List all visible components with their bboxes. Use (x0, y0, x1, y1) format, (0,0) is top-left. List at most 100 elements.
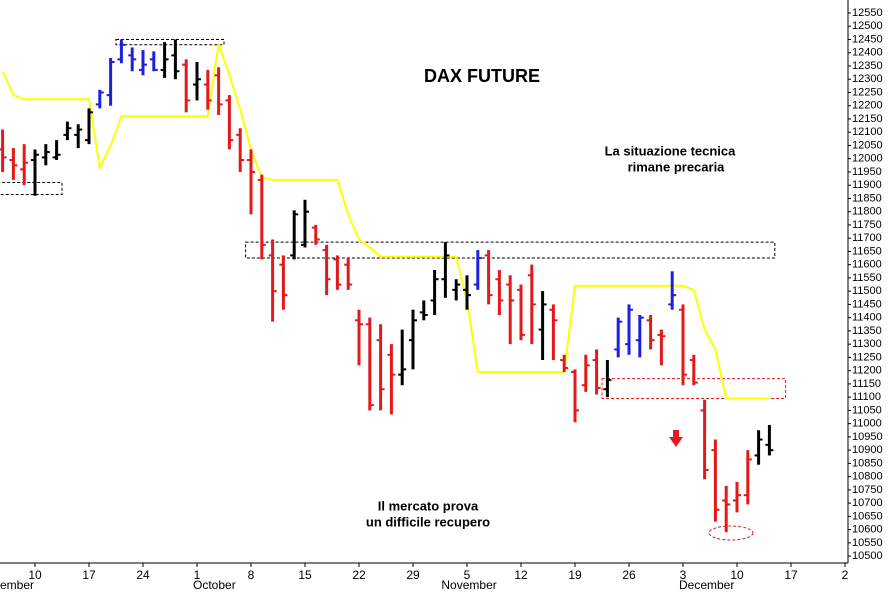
ohlc-bar (689, 354, 698, 386)
low-highlight (708, 525, 754, 541)
y-tick-label: 12250 (852, 86, 883, 98)
x-tick-label: 2 (842, 568, 849, 582)
y-tick-label: 10550 (852, 537, 883, 549)
y-tick-label: 10700 (852, 497, 883, 509)
ohlc-bar (290, 210, 299, 260)
level-zone (245, 241, 776, 259)
y-tick-label: 12500 (852, 20, 883, 32)
x-tick-label: 12 (514, 568, 528, 582)
chart-title: DAX FUTURE (424, 66, 540, 86)
ohlc-bar (419, 300, 428, 321)
ohlc-bar (538, 291, 547, 361)
ohlc-bar (311, 224, 320, 245)
ohlc-bar (149, 51, 158, 72)
ohlc-bar (635, 315, 644, 358)
y-tick-label: 10500 (852, 550, 883, 562)
x-tick-label: 17 (82, 568, 96, 582)
ohlc-bar (603, 360, 612, 398)
ohlc-bar (527, 264, 536, 345)
ohlc-bar (85, 108, 93, 145)
annotation: un difficile recupero (366, 514, 490, 529)
y-tick-label: 11950 (852, 166, 882, 178)
ohlc-bar (765, 424, 774, 456)
y-tick-label: 12450 (852, 33, 883, 45)
y-tick-label: 12050 (852, 139, 883, 151)
x-tick-label: 5 (464, 568, 471, 582)
ohlc-bar (441, 242, 450, 298)
y-tick-label: 11450 (852, 298, 882, 310)
ohlc-bar (128, 47, 137, 72)
x-tick-label: 24 (136, 568, 150, 582)
x-tick-label: 10 (28, 568, 42, 582)
ohlc-bar (257, 174, 266, 260)
ohlc-bar (268, 239, 277, 322)
month-label: November (441, 578, 496, 592)
ohlc-bar (733, 481, 741, 513)
ohlc-bar (139, 50, 147, 76)
ohlc-bar (333, 255, 342, 290)
ohlc-bar (74, 124, 83, 149)
ohlc-bar (754, 430, 763, 465)
ohlc-bar (387, 344, 396, 415)
ohlc-bar (247, 149, 255, 215)
ohlc-bar (614, 317, 623, 358)
x-tick-label: 1 (194, 568, 201, 582)
ohlc-bar (355, 309, 363, 366)
ohlc-bar (376, 324, 385, 411)
ohlc-bar (452, 279, 461, 301)
plot-area (0, 38, 787, 533)
down-arrow (669, 430, 683, 447)
ohlc-bar (430, 269, 439, 316)
annotation: Il mercato prova (378, 498, 479, 513)
month-label: ember (0, 578, 34, 592)
y-tick-label: 11550 (852, 272, 882, 284)
y-tick-label: 12350 (852, 60, 883, 72)
y-tick-label: 11400 (852, 312, 882, 324)
ohlc-bar (203, 69, 212, 110)
month-label: December (679, 578, 734, 592)
x-tick-label: 17 (784, 568, 798, 582)
ohlc-bar (322, 244, 331, 296)
y-tick-label: 10850 (852, 457, 883, 469)
ohlc-bar (236, 128, 245, 172)
ohlc-bar (41, 144, 50, 166)
ohlc-bar (344, 258, 353, 290)
level-zone (115, 38, 225, 46)
y-tick-label: 11350 (852, 325, 882, 337)
ohlc-bar (409, 309, 417, 370)
x-tick-label: 29 (406, 568, 420, 582)
ohlc-bar (657, 329, 666, 366)
ohlc-bar (225, 95, 234, 150)
y-tick-label: 12200 (852, 100, 883, 112)
y-tick-label: 11750 (852, 219, 882, 231)
ohlc-bar (0, 129, 7, 172)
y-tick-label: 12300 (852, 73, 883, 85)
y-tick-label: 10800 (852, 471, 883, 483)
annotation: La situazione tecnica (605, 143, 737, 158)
y-tick-label: 11300 (852, 338, 882, 350)
ohlc-bar (625, 304, 633, 355)
y-tick-label: 12000 (852, 153, 883, 165)
ohlc-bar (31, 149, 39, 196)
arrow-head (669, 437, 683, 447)
ohlc-bar (484, 250, 493, 305)
ohlc-bar (668, 271, 677, 310)
ohlc-bar (117, 39, 126, 64)
x-tick-label: 8 (248, 568, 255, 582)
y-tick-label: 11100 (852, 391, 881, 403)
x-tick-label: 26 (622, 568, 636, 582)
ohlc-bar (214, 67, 223, 115)
ohlc-bar (160, 42, 169, 78)
y-tick-label: 11500 (852, 285, 882, 297)
ohlc-bar (560, 354, 569, 372)
ohlc-bar (398, 329, 407, 386)
y-tick-label: 11250 (852, 351, 882, 363)
y-tick-label: 11700 (852, 232, 882, 244)
indicator-line (1, 43, 770, 400)
ohlc-bar (743, 450, 752, 505)
ohlc-bar (581, 354, 590, 392)
ohlc-bar (517, 284, 525, 341)
ohlc-bar (495, 269, 504, 316)
